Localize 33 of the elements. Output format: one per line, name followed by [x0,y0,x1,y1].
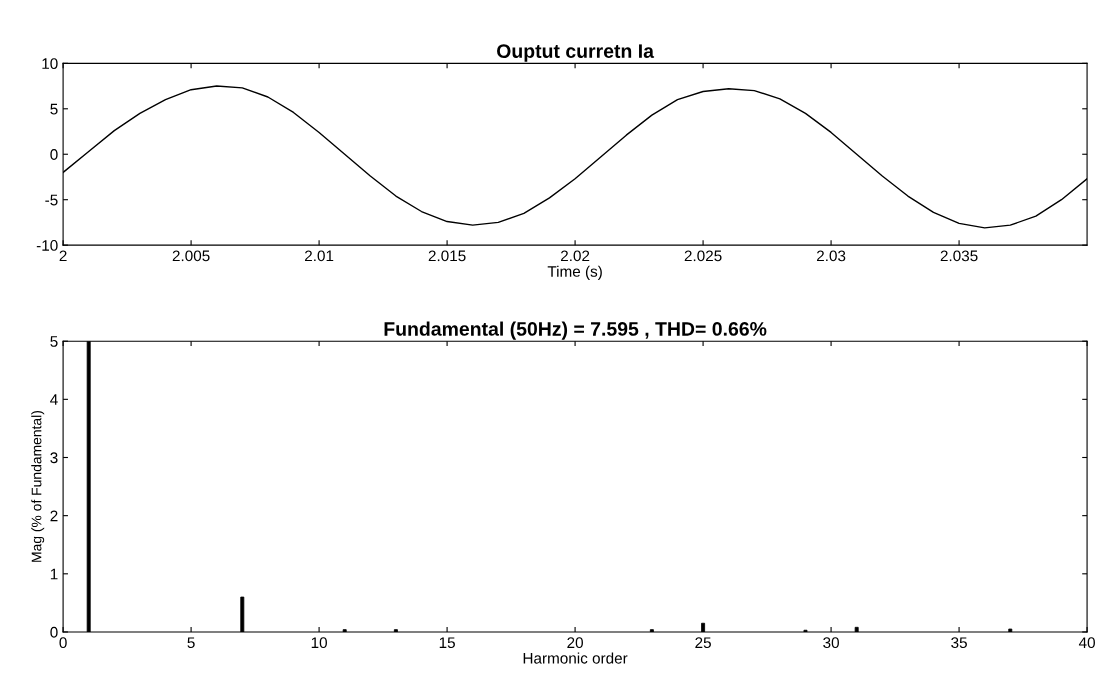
x-tick-label: 25 [695,637,711,649]
y-tick-label: 2 [50,510,58,522]
y-tick-label: 0 [50,626,58,638]
y-tick-label: 5 [50,336,58,347]
y-tick-label: 5 [50,103,58,115]
y-tick-label: 3 [50,452,58,464]
x-tick-label: 20 [567,637,583,649]
y-tick-label: 4 [50,394,58,405]
x-tick-label: 2 [59,250,67,262]
chart-title: Fundamental (50Hz) = 7.595 , THD= 0.66% [384,321,767,340]
x-axis-title: Harmonic order [523,652,628,664]
y-tick-label: -5 [45,194,58,206]
x-tick-label: 30 [823,637,839,649]
y-tick-label: 10 [42,58,58,70]
x-tick-label: 15 [439,637,455,649]
chart-title: Ouptut curretn Ia [497,44,655,62]
x-tick-label: 35 [951,637,967,649]
x-tick-label: 2.03 [816,250,846,262]
y-tick-label: 1 [50,568,58,580]
y-tick-label: -10 [36,240,58,251]
x-tick-label: 2.025 [684,250,722,262]
x-tick-label: 2.015 [428,250,466,262]
y-tick-label: 0 [50,149,58,160]
x-tick-label: 10 [311,637,327,649]
x-tick-label: 2.005 [172,250,210,262]
x-tick-label: 2.035 [940,250,978,262]
x-tick-label: 2.01 [305,250,334,262]
x-tick-label: 2.02 [560,250,590,262]
x-tick-label: 40 [1078,637,1095,649]
x-tick-label: 0 [59,637,67,649]
x-axis-title: Time (s) [547,265,602,280]
x-tick-label: 5 [187,637,195,649]
y-axis-title: Mag (% of Fundamental) [31,411,45,562]
